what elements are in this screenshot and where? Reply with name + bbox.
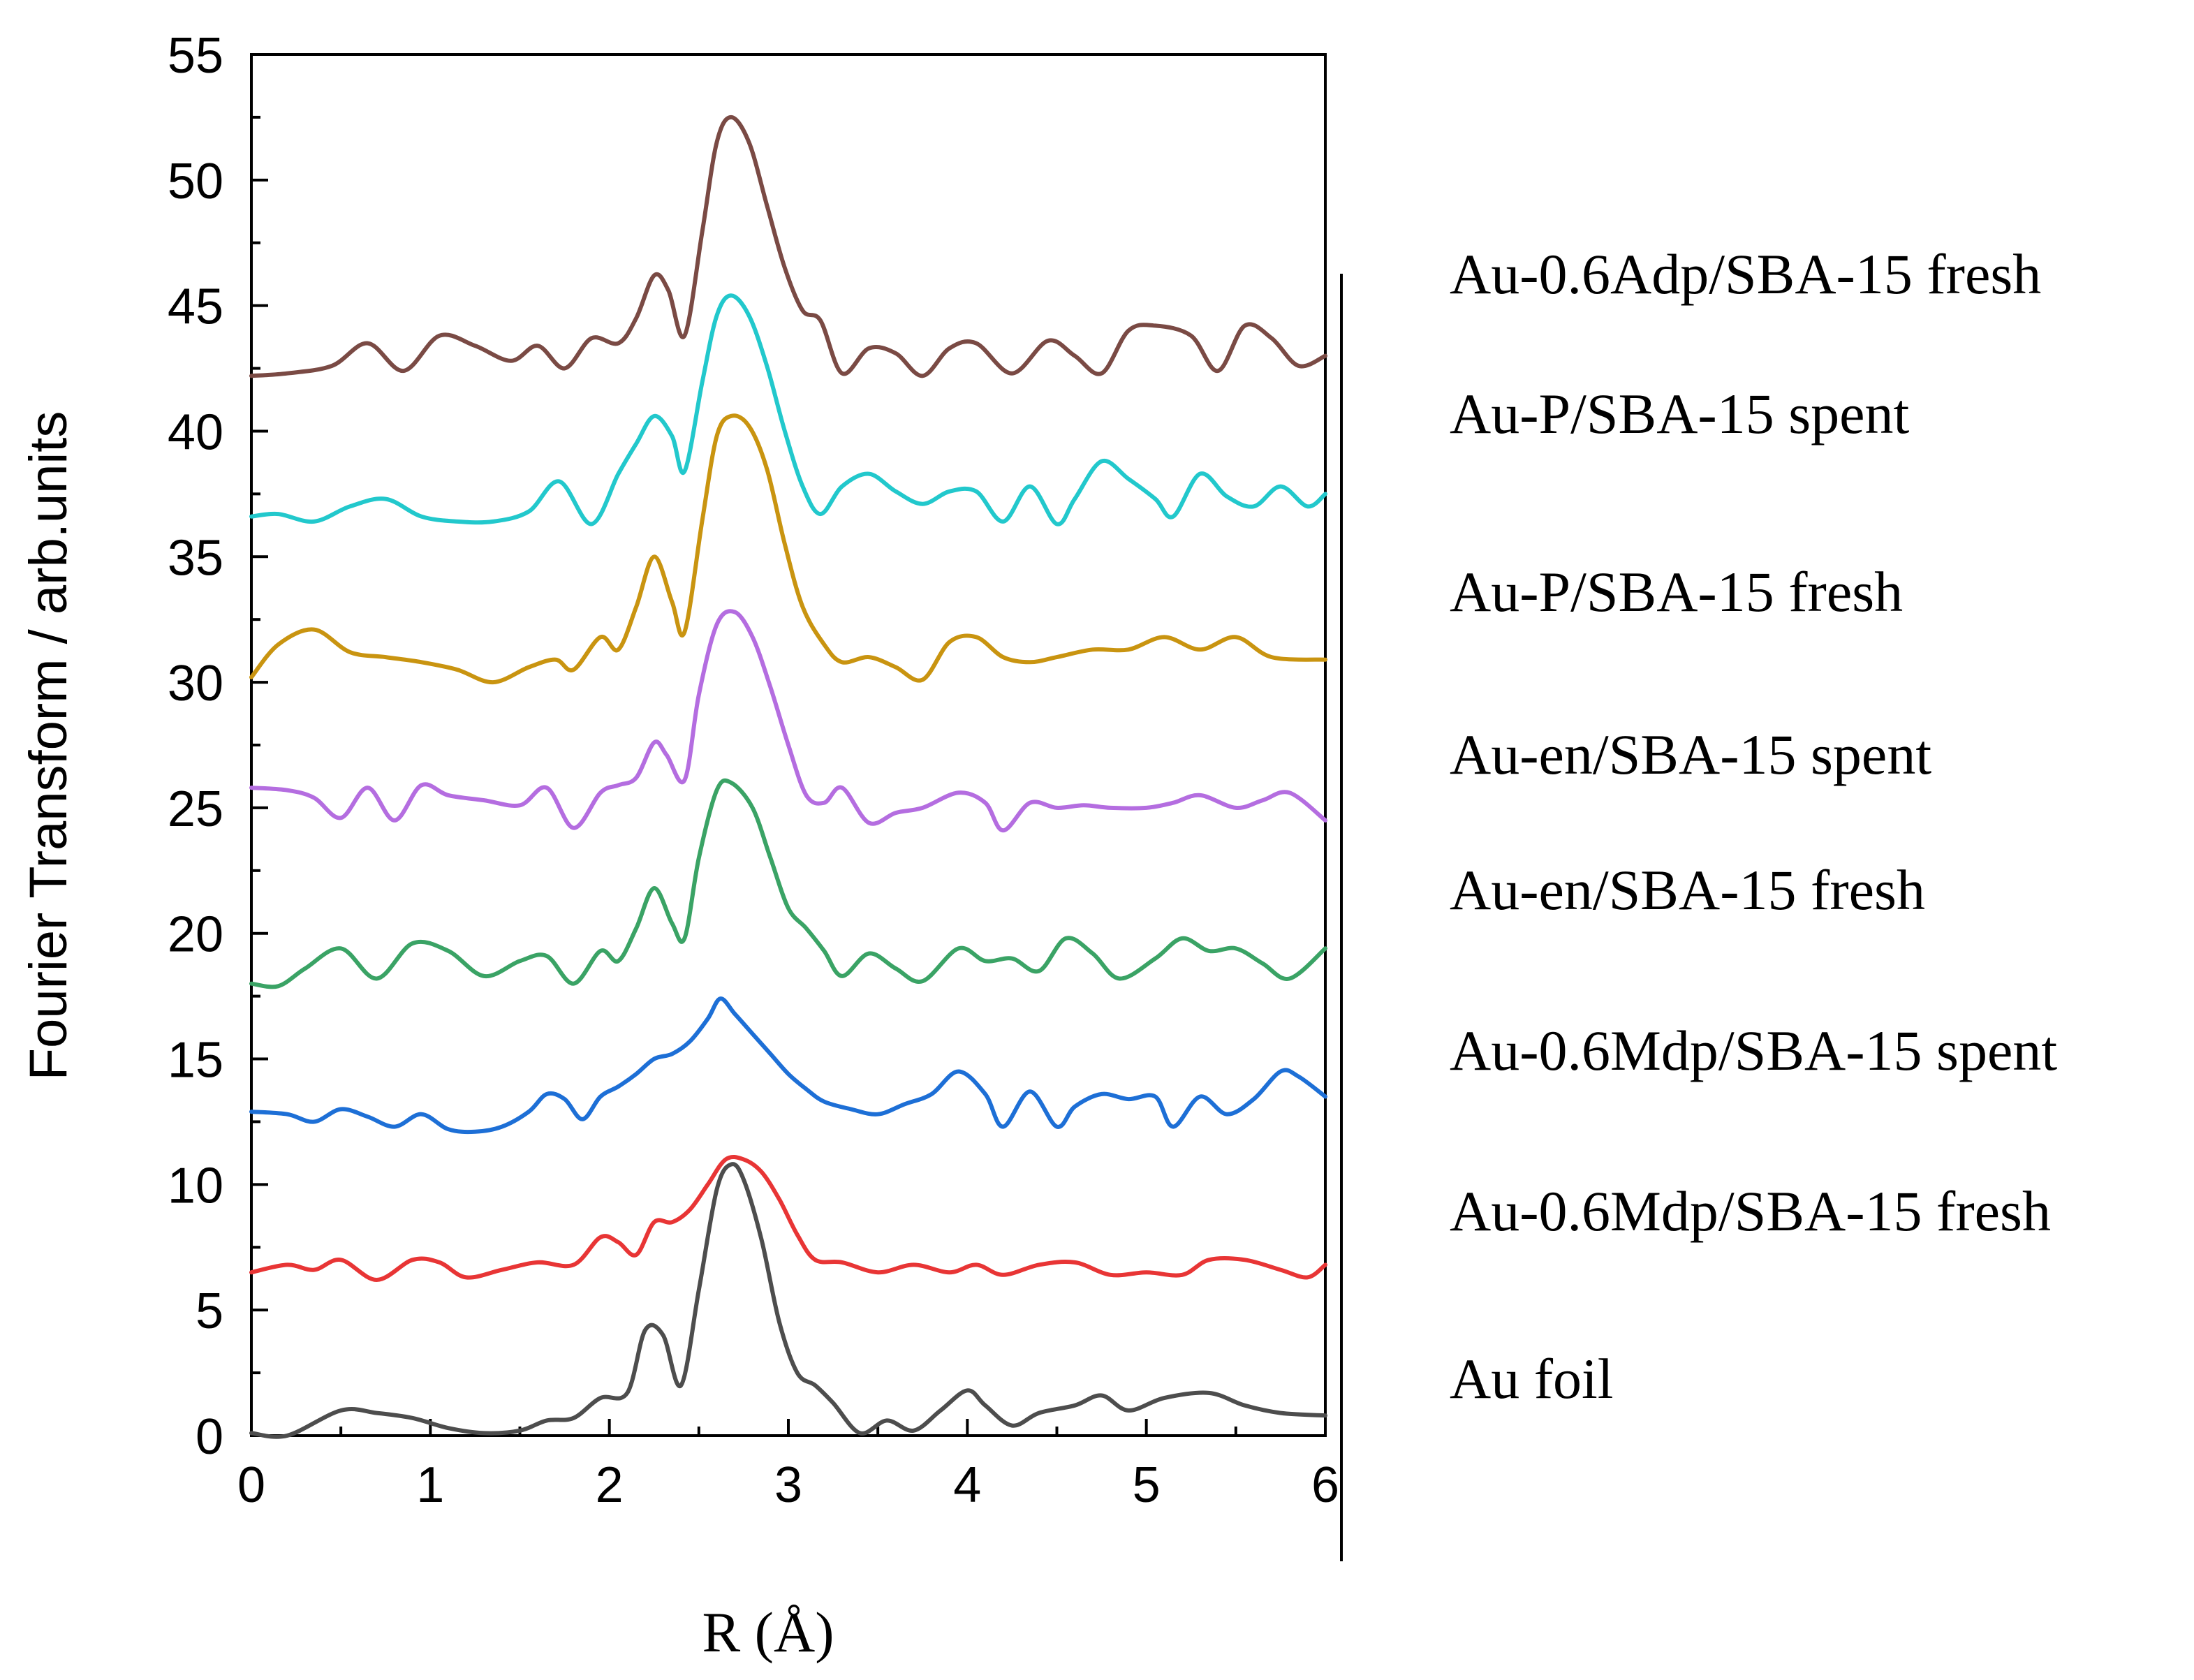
legend-label: Au-P/SBA-15 fresh bbox=[1450, 560, 1903, 624]
y-tick-label: 30 bbox=[168, 656, 223, 712]
y-tick-label: 20 bbox=[168, 907, 223, 963]
x-tick-label: 6 bbox=[1311, 1457, 1339, 1513]
legend: Au-0.6Adp/SBA-15 fresh Au-P/SBA-15 spent A… bbox=[1450, 242, 2057, 1410]
series-line bbox=[249, 293, 1327, 526]
series-line bbox=[249, 778, 1327, 989]
series-line bbox=[249, 115, 1327, 378]
x-axis-title: R (Å) bbox=[702, 1600, 834, 1664]
legend-label: Au-P/SBA-15 spent bbox=[1450, 382, 1910, 445]
x-tick-label: 4 bbox=[953, 1457, 981, 1513]
x-tick-label: 2 bbox=[596, 1457, 624, 1513]
y-tick-label: 45 bbox=[168, 279, 223, 335]
series-line bbox=[249, 996, 1327, 1135]
y-axis-title: Fourier Transform / arb.units bbox=[19, 411, 78, 1081]
legend-label: Au foil bbox=[1450, 1347, 1614, 1410]
x-tick-label: 1 bbox=[416, 1457, 444, 1513]
y-tick-label: 55 bbox=[168, 28, 223, 84]
y-tick-label: 35 bbox=[168, 530, 223, 586]
y-tick-label: 0 bbox=[196, 1409, 223, 1465]
y-tick-label: 25 bbox=[168, 781, 223, 837]
y-tick-label: 15 bbox=[168, 1033, 223, 1089]
y-tick-label: 40 bbox=[168, 404, 223, 460]
y-tick-label: 50 bbox=[168, 154, 223, 209]
series-line bbox=[249, 1162, 1327, 1439]
x-tick-label: 0 bbox=[237, 1457, 265, 1513]
legend-label: Au-en/SBA-15 spent bbox=[1450, 723, 1931, 786]
legend-label: Au-0.6Mdp/SBA-15 fresh bbox=[1450, 1179, 2051, 1243]
series-line bbox=[249, 609, 1327, 833]
x-axis: 0 1 2 3 4 5 6 bbox=[237, 1419, 1339, 1513]
legend-label: Au-0.6Mdp/SBA-15 spent bbox=[1450, 1019, 2057, 1082]
series-group bbox=[249, 115, 1327, 1439]
legend-label: Au-en/SBA-15 fresh bbox=[1450, 858, 1925, 922]
y-axis: 0 5 10 15 20 25 30 35 40 45 50 55 bbox=[168, 28, 268, 1465]
x-tick-label: 5 bbox=[1133, 1457, 1161, 1513]
y-tick-label: 10 bbox=[168, 1158, 223, 1214]
legend-label: Au-0.6Adp/SBA-15 fresh bbox=[1450, 242, 2041, 306]
x-tick-label: 3 bbox=[774, 1457, 802, 1513]
series-line bbox=[249, 413, 1327, 685]
y-tick-label: 5 bbox=[196, 1283, 223, 1339]
series-line bbox=[249, 1154, 1327, 1282]
